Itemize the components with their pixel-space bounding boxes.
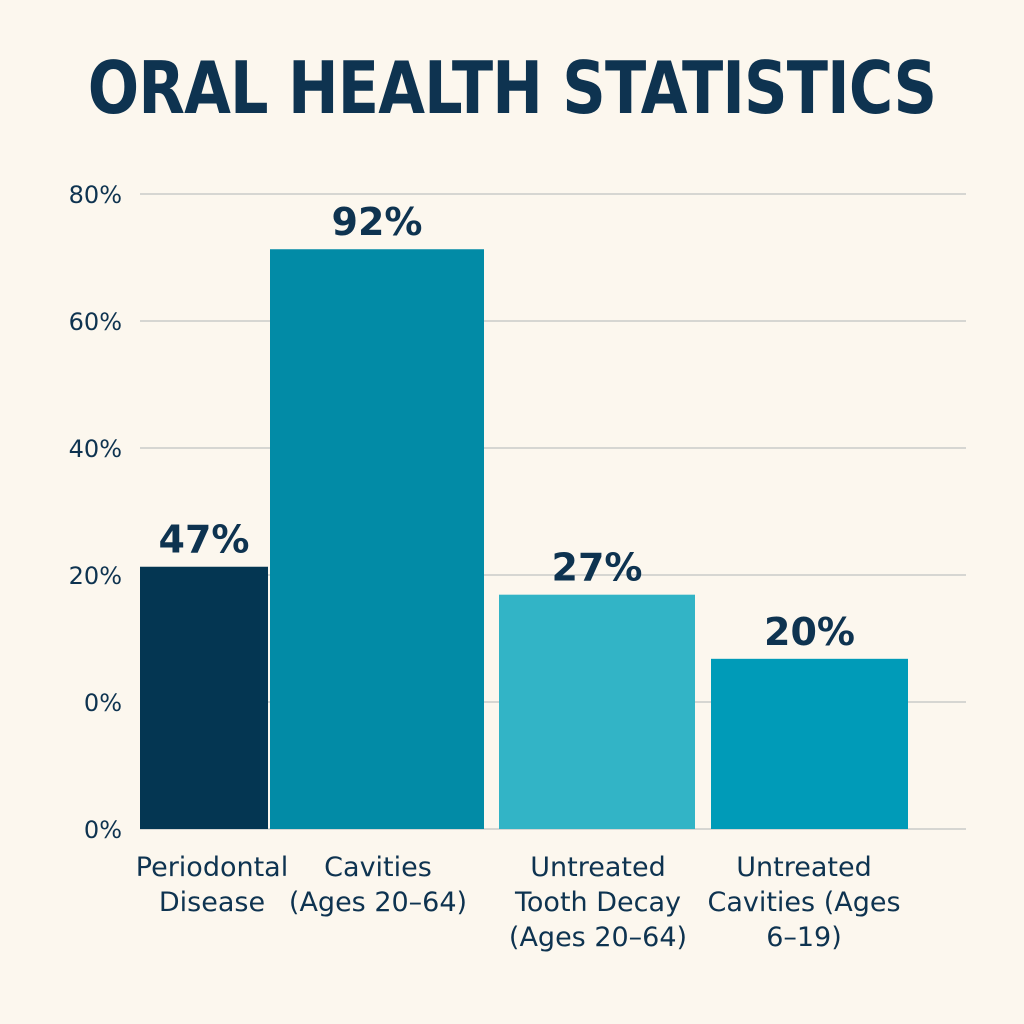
y-tick-label: 20% (69, 562, 122, 590)
category-label-line: 6–19) (766, 922, 842, 953)
y-tick-label: 0% (84, 816, 122, 844)
category-label-line: Cavities (Ages (707, 887, 900, 918)
bar-value-label: 27% (552, 546, 643, 590)
category-label-line: Tooth Decay (514, 887, 681, 918)
bar (711, 658, 908, 829)
bar (270, 249, 484, 829)
bar (499, 594, 695, 829)
category-label-line: Disease (159, 887, 265, 918)
bar-value-label: 47% (159, 518, 250, 562)
category-label: Untreated Cavities (Ages 6–19) (707, 852, 900, 953)
bar-value-label: 92% (332, 200, 423, 244)
y-tick-label: 40% (69, 435, 122, 463)
category-label-line: Untreated (530, 852, 665, 883)
bar (140, 566, 268, 829)
bar-value-label: 20% (764, 610, 855, 654)
bar-value-labels: 47% 92% 27% 20% (159, 200, 855, 654)
category-label-line: Periodontal (136, 852, 288, 883)
y-tick-label: 0% (84, 689, 122, 717)
y-tick-label: 60% (69, 308, 122, 336)
bars (140, 249, 908, 829)
category-label-line: (Ages 20–64) (509, 922, 687, 953)
category-label-line: Cavities (324, 852, 432, 883)
category-label: Untreated Tooth Decay (Ages 20–64) (509, 852, 687, 953)
page-title: ORAL HEALTH STATISTICS (87, 46, 937, 130)
category-label: Cavities (Ages 20–64) (289, 852, 467, 918)
category-label-line: (Ages 20–64) (289, 887, 467, 918)
category-label-line: Untreated (736, 852, 871, 883)
y-tick-label: 80% (69, 181, 122, 209)
category-label: Periodontal Disease (136, 852, 288, 918)
y-axis-tick-labels: 0% 0% 20% 40% 60% 80% (69, 181, 122, 844)
